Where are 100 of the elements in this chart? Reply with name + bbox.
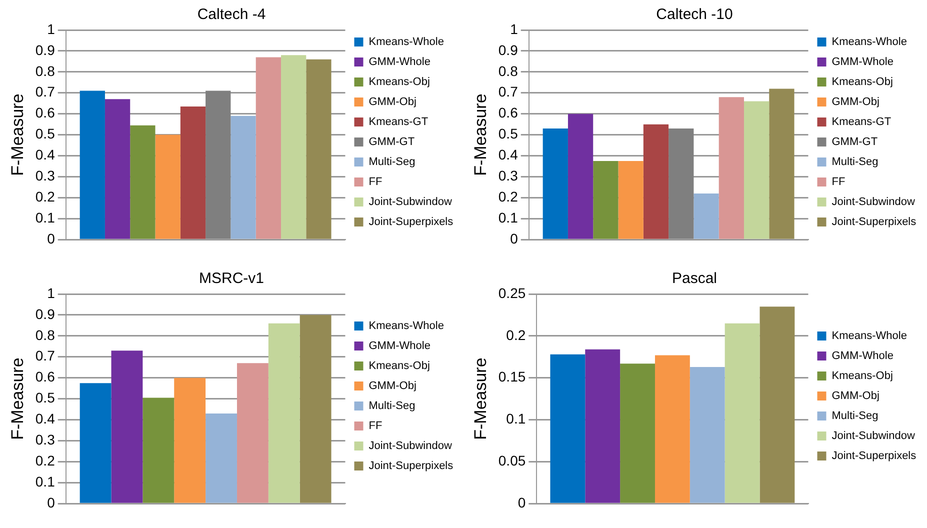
bar [206,413,237,503]
legend-label: GMM-GT [368,136,415,148]
y-tick-label: 0.5 [498,126,518,142]
bar [668,128,694,239]
legend-label: Multi-Seg [832,156,878,168]
bar [690,366,725,503]
bar [724,323,760,503]
y-tick-label: 0.3 [35,432,56,448]
y-axis-title: F-Measure [8,94,27,176]
legend-label: Joint-Superpixels [368,216,454,228]
y-tick-label: 0.8 [35,326,56,343]
y-axis-title: F-Measure [470,358,490,440]
y-tick-label: 0.9 [35,42,56,58]
bar [300,314,332,503]
y-tick-label: 0.1 [498,210,518,226]
legend-label: Kmeans-Obj [832,76,893,88]
bar [230,116,256,239]
legend-label: Joint-Subwindow [368,440,452,452]
legend-label: GMM-Obj [368,380,416,392]
legend-label: Joint-Subwindow [832,196,915,208]
bar [744,101,770,239]
bar [593,161,618,239]
y-axis-title: F-Measure [470,94,490,176]
bar [654,355,690,503]
legend-label: FF [368,176,382,188]
y-tick-label: 0.6 [35,104,56,121]
bar [174,378,206,503]
bar [618,161,644,239]
y-tick-label: 0.2 [498,188,518,205]
legend-label: GMM-Obj [832,96,880,108]
y-tick-label: 0.8 [498,62,518,79]
y-tick-label: 1 [47,284,56,301]
bar [80,90,105,239]
y-tick-label: 0.4 [498,146,518,163]
y-tick-label: 0.2 [506,326,526,343]
y-tick-label: 0.7 [498,84,518,100]
legend-label: Joint-Subwindow [832,430,915,442]
legend-label: Joint-Superpixels [832,450,917,462]
y-tick-label: 0.3 [498,168,518,184]
legend-label: Kmeans-Obj [368,76,430,88]
y-tick-label: 0 [47,494,56,510]
legend-label: Multi-Seg [368,156,416,168]
legend-label: GMM-Whole [832,350,894,362]
legend-label: GMM-Whole [368,340,430,352]
y-tick-label: 0.3 [35,168,56,184]
legend-label: FF [832,176,846,188]
bar [769,88,794,239]
bar [142,398,174,503]
chart-title: MSRC-v1 [198,270,264,288]
y-tick-label: 0 [510,230,518,246]
legend-label: Kmeans-GT [368,116,428,128]
legend-label: GMM-GT [832,136,878,148]
legend-label: Kmeans-Whole [368,320,444,332]
y-tick-label: 0.7 [35,84,56,100]
y-tick-label: 0.9 [35,306,56,322]
legend-label: Joint-Superpixels [832,216,917,228]
y-tick-label: 0.1 [506,410,526,427]
legend-label: GMM-Obj [368,96,416,108]
legend-label: Multi-Seg [368,400,416,412]
legend-label: Kmeans-Obj [832,370,893,382]
legend-label: Multi-Seg [832,410,878,422]
y-tick-label: 0.25 [498,284,526,301]
y-tick-label: 1 [510,20,518,37]
bar [585,349,620,503]
y-tick-label: 0.5 [35,390,56,406]
bar [268,323,300,503]
bar [104,99,130,239]
bar [760,306,795,503]
y-tick-label: 0.2 [35,188,56,205]
y-tick-label: 0.05 [498,452,526,469]
bar [718,97,744,239]
legend-label: GMM-Obj [832,390,880,402]
bar [111,350,143,503]
y-tick-label: 0.6 [498,104,518,121]
chart-title: Caltech -10 [656,6,733,24]
bar [280,55,306,239]
legend-label: FF [368,420,382,432]
bar [643,124,669,239]
bar [80,383,112,503]
y-tick-label: 0.2 [35,452,56,469]
y-tick-label: 0 [518,494,526,510]
y-tick-label: 0.1 [35,474,56,490]
bar [180,106,206,239]
legend-label: Joint-Subwindow [368,196,452,208]
bar [206,90,231,239]
y-tick-label: 0.4 [35,146,56,163]
legend-label: Joint-Superpixels [368,460,454,472]
y-tick-label: 0.9 [498,42,518,58]
y-tick-label: 0.4 [35,410,56,427]
legend-label: Kmeans-Whole [832,36,907,48]
legend-label: GMM-Whole [832,56,894,68]
legend-label: Kmeans-Obj [368,360,430,372]
bar [155,134,180,239]
y-tick-label: 0.1 [35,210,56,226]
y-tick-label: 0.7 [35,348,56,364]
y-tick-label: 0.5 [35,126,56,142]
y-tick-label: 0.15 [498,368,526,385]
y-tick-label: 0.8 [35,62,56,79]
bar [236,363,268,503]
bar [130,125,156,239]
